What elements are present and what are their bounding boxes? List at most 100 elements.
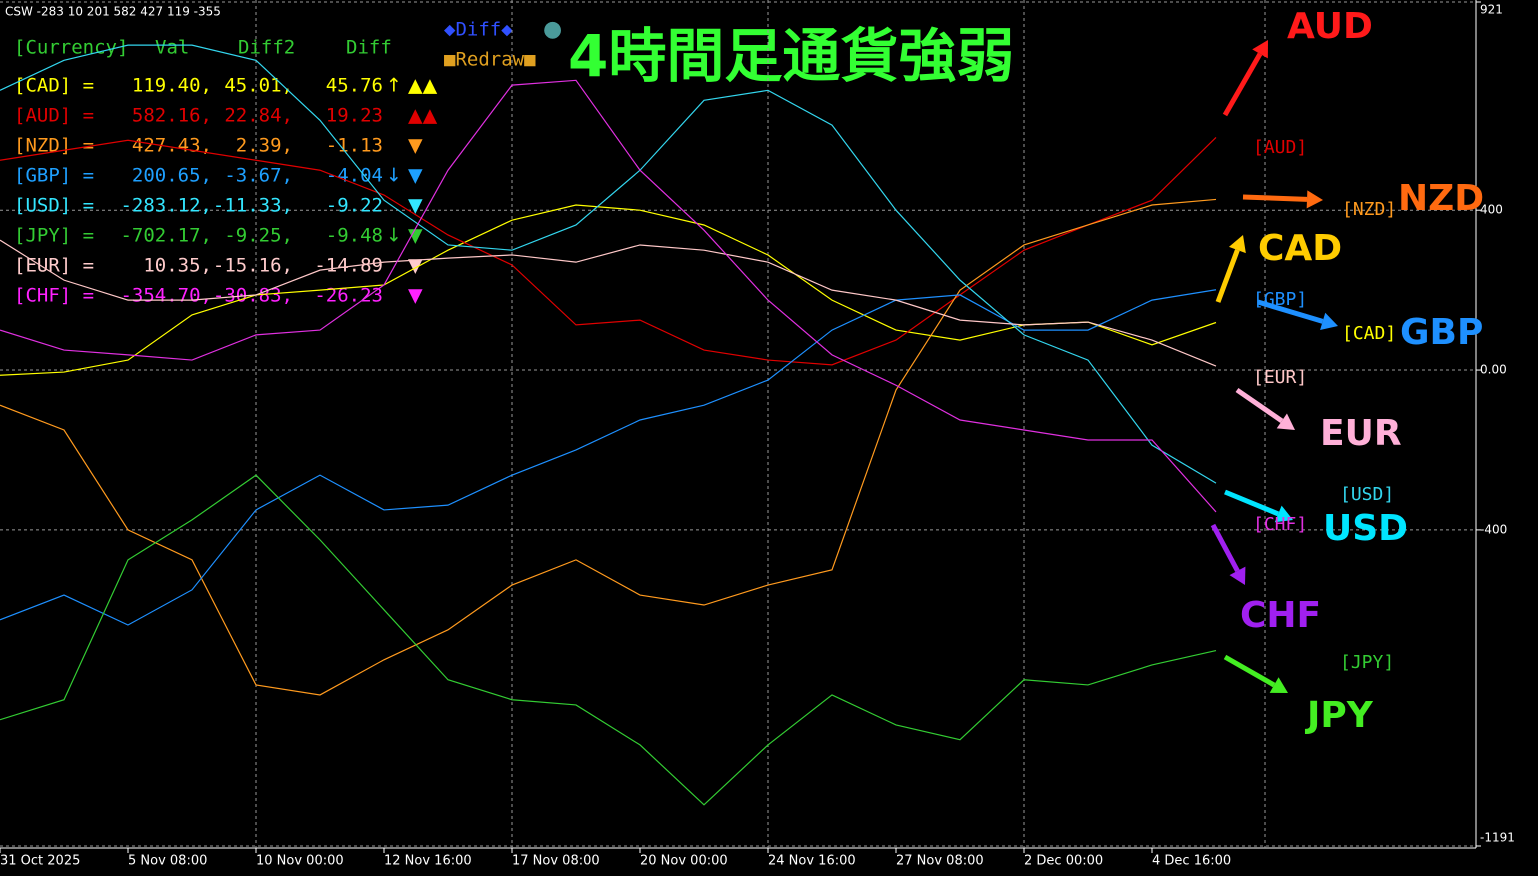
- row-diff: -26.23: [314, 285, 383, 307]
- arrow-shaft: [1235, 387, 1284, 423]
- series-line: [0, 474, 1217, 806]
- row-code: [NZD] =: [14, 135, 94, 157]
- x-tick-label: 27 Nov 08:00: [896, 854, 984, 869]
- redraw-button[interactable]: ■Redraw■: [444, 49, 536, 71]
- row-diff2: -11.33,: [213, 195, 293, 217]
- x-tick-label: 31 Oct 2025: [0, 854, 80, 869]
- arrow-shaft: [1223, 654, 1276, 688]
- series-label: EUR: [1320, 413, 1402, 454]
- y-tick-label: 921: [1480, 3, 1503, 17]
- row-diff: 45.76: [326, 75, 383, 97]
- diff-button[interactable]: ◆Diff◆: [444, 19, 513, 41]
- arrow-shaft: [1210, 523, 1240, 573]
- row-arrow: ↑: [386, 75, 402, 97]
- series-label: CAD: [1258, 228, 1342, 269]
- end-tag: [CHF]: [1253, 514, 1307, 535]
- row-val: 582.16,: [132, 105, 212, 127]
- series-label: NZD: [1398, 178, 1484, 219]
- x-tick-label: 20 Nov 00:00: [640, 854, 728, 869]
- row-diff2: -3.67,: [224, 165, 293, 187]
- row-val: -354.70,: [120, 285, 212, 307]
- row-marks: ▼: [408, 135, 423, 157]
- arrow-head: [1269, 677, 1288, 693]
- row-code: [EUR] =: [14, 255, 94, 277]
- row-code: [JPY] =: [14, 225, 94, 247]
- row-val: 427.43,: [132, 135, 212, 157]
- row-marks: ▼: [408, 165, 423, 187]
- row-diff: -9.22: [326, 195, 383, 217]
- row-arrow: ↓: [386, 165, 402, 187]
- row-diff: -9.48: [326, 225, 383, 247]
- series-line: [0, 239, 1217, 367]
- x-tick-label: 2 Dec 00:00: [1024, 854, 1103, 869]
- row-code: [CHF] =: [14, 285, 94, 307]
- row-code: [AUD] =: [14, 105, 94, 127]
- series-label: AUD: [1287, 6, 1373, 47]
- arrow-shaft: [1224, 489, 1280, 517]
- row-diff: -14.89: [314, 255, 383, 277]
- row-marks: ▲▲: [408, 75, 438, 97]
- row-diff2: -9.25,: [224, 225, 293, 247]
- indicator-header: CSW -283 10 201 582 427 119 -355: [5, 5, 221, 19]
- table-header: [Currency]: [14, 37, 128, 59]
- x-tick-label: 10 Nov 00:00: [256, 854, 344, 869]
- series-label: GBP: [1400, 312, 1483, 353]
- row-val: -283.12,: [120, 195, 212, 217]
- x-tick-label: 12 Nov 16:00: [384, 854, 472, 869]
- row-arrow: ↓: [386, 225, 402, 247]
- x-tick-label: 24 Nov 16:00: [768, 854, 856, 869]
- end-tag: [JPY]: [1340, 652, 1394, 673]
- row-code: [USD] =: [14, 195, 94, 217]
- row-diff2: 45.01,: [224, 75, 293, 97]
- series-line: [0, 137, 1217, 366]
- end-tag: [USD]: [1340, 484, 1394, 505]
- x-tick-label: 17 Nov 08:00: [512, 854, 600, 869]
- y-tick-label: -1191: [1480, 831, 1515, 845]
- series-label: USD: [1323, 508, 1408, 549]
- end-tag: [CAD]: [1342, 323, 1396, 344]
- table-header: Val: [155, 37, 189, 59]
- row-diff2: 2.39,: [236, 135, 293, 157]
- row-marks: ▼: [408, 225, 423, 247]
- row-val: 119.40,: [132, 75, 212, 97]
- arrow-head: [1229, 566, 1246, 585]
- end-tag: [EUR]: [1253, 367, 1307, 388]
- row-marks: ▼: [408, 195, 423, 217]
- toggle-button[interactable]: ●: [543, 17, 562, 42]
- series-line: [0, 204, 1217, 376]
- row-diff2: -15.16,: [213, 255, 293, 277]
- arrow-shaft: [1242, 194, 1308, 202]
- row-diff: 19.23: [326, 105, 383, 127]
- x-tick-label: 4 Dec 16:00: [1152, 854, 1231, 869]
- arrow-shaft: [1215, 249, 1240, 303]
- x-tick-label: 5 Nov 08:00: [128, 854, 207, 869]
- y-tick-label: 400: [1480, 203, 1503, 217]
- arrow-shaft: [1222, 52, 1263, 117]
- series-line: [0, 79, 1217, 513]
- end-tag: [NZD]: [1342, 199, 1396, 220]
- table-header: Diff2: [238, 37, 295, 59]
- series-label: CHF: [1240, 595, 1321, 636]
- y-tick-label: -400: [1480, 522, 1507, 536]
- arrow-head: [1276, 413, 1295, 430]
- arrow-head: [1274, 505, 1293, 523]
- arrow-head: [1252, 40, 1268, 59]
- arrow-shaft: [1257, 299, 1324, 324]
- series-label: JPY: [1304, 695, 1374, 736]
- row-code: [CAD] =: [14, 75, 94, 97]
- row-marks: ▲▲: [408, 105, 438, 127]
- row-marks: ▼: [408, 285, 423, 307]
- chart-title: 4時間足通貨強弱: [568, 22, 1014, 90]
- arrow-head: [1306, 190, 1323, 209]
- end-tag: [AUD]: [1253, 137, 1307, 158]
- row-val: 10.35,: [143, 255, 212, 277]
- row-diff: -1.13: [326, 135, 383, 157]
- y-tick-label: 0.00: [1480, 363, 1507, 377]
- arrow-head: [1320, 312, 1338, 331]
- row-diff2: 22.84,: [224, 105, 293, 127]
- series-line: [0, 44, 1217, 484]
- row-val: -702.17,: [120, 225, 212, 247]
- table-header: Diff: [346, 37, 392, 59]
- row-val: 200.65,: [132, 165, 212, 187]
